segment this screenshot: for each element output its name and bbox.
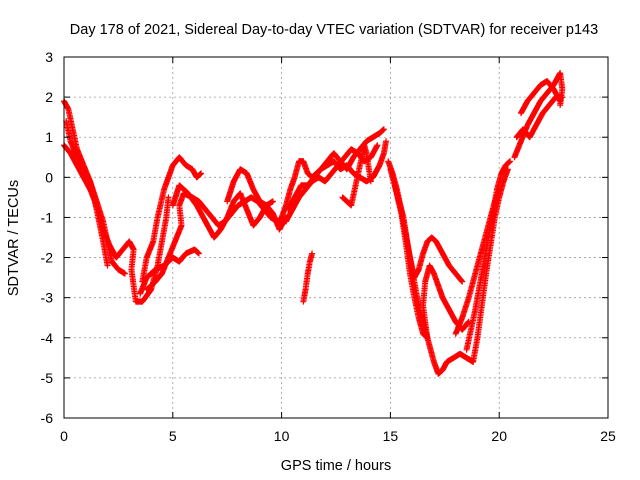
- series-k: [282, 142, 381, 225]
- data-point: [195, 250, 202, 257]
- data-point: [309, 250, 316, 257]
- x-axis-title: GPS time / hours: [281, 458, 391, 474]
- y-tick-label: -6: [41, 410, 54, 426]
- data-point: [504, 166, 511, 173]
- series-g: [169, 182, 289, 241]
- data-point: [121, 270, 128, 277]
- x-tick-label: 20: [491, 428, 507, 444]
- data-point: [367, 178, 374, 185]
- x-tick-label: 0: [60, 428, 68, 444]
- series-c: [63, 118, 111, 269]
- data-point: [383, 138, 390, 145]
- y-tick-label: -1: [41, 209, 54, 225]
- plot-frame: [63, 56, 609, 419]
- y-tick-label: 0: [45, 169, 53, 185]
- y-tick-label: 2: [45, 89, 53, 105]
- y-tick-label: 3: [45, 49, 53, 65]
- data-point: [380, 126, 387, 133]
- data-point: [198, 170, 205, 177]
- data-points: [61, 70, 566, 377]
- data-point: [374, 142, 381, 149]
- series-t: [511, 70, 566, 161]
- series-d: [139, 154, 205, 285]
- series-s: [452, 186, 503, 337]
- data-point: [507, 158, 514, 165]
- data-point: [496, 186, 503, 193]
- y-tick-label: -4: [41, 330, 54, 346]
- x-tick-label: 10: [274, 428, 290, 444]
- y-axis-title: SDTVAR / TECUs: [6, 180, 22, 296]
- series-l: [300, 250, 316, 305]
- series-m: [339, 142, 374, 209]
- y-tick-label: 1: [45, 129, 53, 145]
- data-point: [104, 262, 111, 269]
- data-point: [459, 278, 466, 285]
- data-point: [557, 98, 564, 105]
- x-tick-label: 25: [600, 428, 616, 444]
- y-tick-label: -3: [41, 290, 54, 306]
- chart-title: Day 178 of 2021, Sidereal Day-to-day VTE…: [70, 22, 598, 38]
- x-tick-label: 5: [169, 428, 177, 444]
- data-point: [165, 194, 172, 201]
- y-tick-label: -2: [41, 250, 54, 266]
- y-tick-label: -5: [41, 370, 54, 386]
- x-tick-label: 15: [383, 428, 399, 444]
- grid: [64, 57, 608, 418]
- series-h: [224, 166, 276, 209]
- data-point: [269, 198, 276, 205]
- series-v: [517, 78, 564, 117]
